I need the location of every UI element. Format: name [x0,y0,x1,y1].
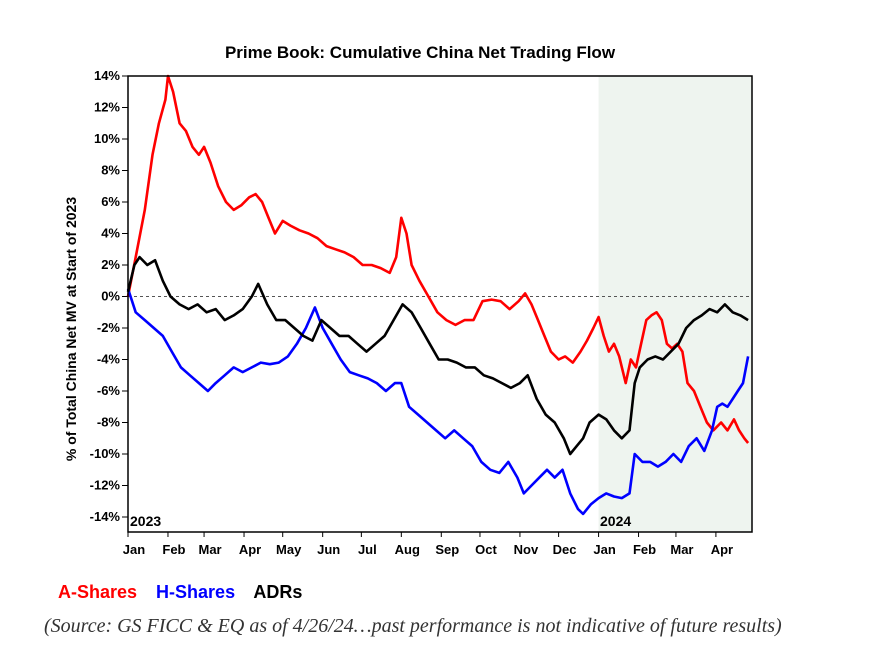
legend: A-Shares H-Shares ADRs [58,582,316,603]
chart-title: Prime Book: Cumulative China Net Trading… [225,43,616,62]
x-tick-label: May [276,542,302,557]
x-tick-label: Jul [358,542,377,557]
series-line-h-shares [126,288,750,516]
legend-a-shares: A-Shares [58,582,138,602]
source-note: (Source: GS FICC & EQ as of 4/26/24…past… [44,615,782,637]
x-tick-label: Jan [123,542,145,557]
x-tick-label: Jan [593,542,615,557]
y-tick-label: 0% [101,289,120,304]
x-tick-label: Sep [435,542,459,557]
y-tick-label: -12% [90,478,121,493]
y-tick-label: 14% [94,68,120,83]
series-line-a-shares [126,74,750,444]
x-tick-label: Mar [670,542,693,557]
x-tick-label: Apr [711,542,733,557]
x-tick-label: Feb [633,542,656,557]
y-tick-label: 8% [101,163,120,178]
x-tick-label: Apr [239,542,261,557]
y-axis: 14% 12% 10% 8% 6% 4% 2% 0% -2% -4% -6% -8% -10% -12% -… [90,68,128,524]
x-tick-label: Feb [162,542,185,557]
series-lines [126,74,750,516]
y-tick-label: 4% [101,226,120,241]
year-label-2023: 2023 [130,513,161,529]
legend-adrs: ADRs [253,582,303,602]
y-tick-label: 2% [101,257,120,272]
x-tick-label: Aug [395,542,420,557]
x-tick-label: Nov [514,542,539,557]
x-axis: Jan Feb Mar Apr May Jun Jul Aug Sep Oct Nov Dec Jan F… [123,532,733,557]
y-tick-label: -8% [97,415,121,430]
shaded-2024-region [598,76,752,532]
y-tick-label: -4% [97,352,121,367]
x-tick-label: Oct [475,542,497,557]
y-tick-label: -6% [97,383,121,398]
y-tick-label: 10% [94,131,120,146]
y-tick-label: -14% [90,509,121,524]
x-tick-label: Dec [553,542,577,557]
y-tick-label: -10% [90,446,121,461]
chart: Prime Book: Cumulative China Net Trading… [63,43,753,557]
plot-frame [127,75,753,533]
y-tick-label: 12% [94,100,120,115]
y-tick-label: 6% [101,194,120,209]
year-label-2024: 2024 [600,513,631,529]
series-line-adrs [126,255,749,456]
x-tick-label: Jun [317,542,340,557]
x-tick-label: Mar [199,542,222,557]
legend-h-shares: H-Shares [156,582,236,602]
y-axis-label: % of Total China Net MV at Start of 2023 [63,197,79,461]
y-tick-label: -2% [97,320,121,335]
